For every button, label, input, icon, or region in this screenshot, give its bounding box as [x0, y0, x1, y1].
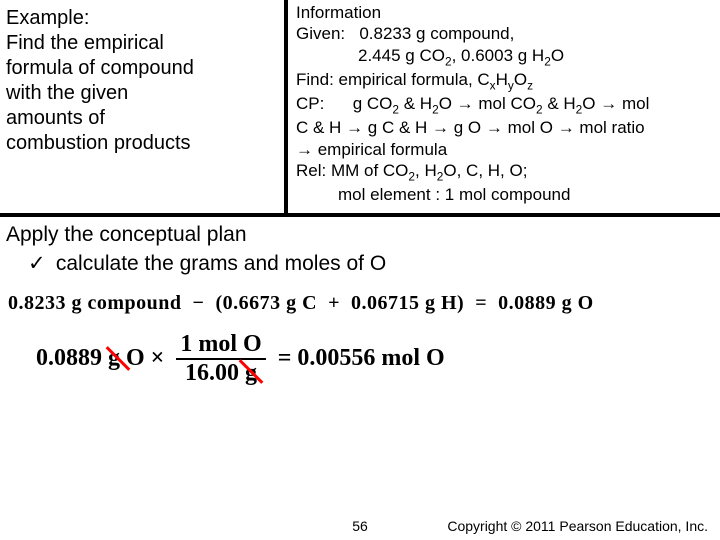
arrow-icon: →: [486, 118, 503, 137]
cp-line3: → empirical formula: [296, 139, 714, 160]
given-line2: 2.445 g CO2, 0.6003 g H2O: [296, 45, 714, 69]
top-row: Example: Find the empirical formula of c…: [0, 0, 720, 217]
example-line: amounts of: [6, 106, 276, 131]
arrow-icon: →: [432, 118, 449, 137]
eq2-lhs: 0.0889 g O: [36, 345, 145, 372]
arrow-icon: →: [346, 118, 363, 137]
copyright: Copyright © 2011 Pearson Education, Inc.: [447, 518, 708, 534]
example-line: formula of compound: [6, 56, 276, 81]
rel-line2: mol element : 1 mol compound: [296, 184, 714, 205]
check-icon: ✓: [28, 251, 50, 276]
equation-2: 0.0889 g O × 1 mol O 16.00 g = 0.00556 m…: [0, 323, 720, 386]
equation-1: 0.8233 g compound − (0.6673 g C + 0.0671…: [0, 282, 720, 323]
example-line: Example:: [6, 6, 276, 31]
information-box: Information Given: 0.8233 g compound, 2.…: [286, 0, 720, 215]
rel-line1: Rel: MM of CO2, H2O, C, H, O;: [296, 160, 714, 184]
apply-heading: Apply the conceptual plan: [0, 217, 720, 249]
arrow-icon: →: [457, 94, 474, 113]
example-line: with the given: [6, 81, 276, 106]
check-text: calculate the grams and moles of O: [56, 252, 386, 275]
footer: 56 Copyright © 2011 Pearson Education, I…: [0, 518, 720, 534]
find-line: Find: empirical formula, CxHyOz: [296, 69, 714, 93]
given-line: Given: 0.8233 g compound,: [296, 23, 714, 44]
cp-line1: CP: g CO2 & H2O → mol CO2 & H2O → mol: [296, 93, 714, 117]
example-line: combustion products: [6, 131, 276, 156]
fraction: 1 mol O 16.00 g: [176, 331, 265, 386]
check-line: ✓ calculate the grams and moles of O: [0, 249, 720, 282]
info-title: Information: [296, 2, 714, 23]
example-box: Example: Find the empirical formula of c…: [0, 0, 286, 215]
example-line: Find the empirical: [6, 31, 276, 56]
cp-line2: C & H → g C & H → g O → mol O → mol rati…: [296, 117, 714, 138]
arrow-icon: →: [296, 140, 313, 159]
arrow-icon: →: [558, 118, 575, 137]
arrow-icon: →: [600, 94, 617, 113]
page-number: 56: [352, 518, 368, 534]
